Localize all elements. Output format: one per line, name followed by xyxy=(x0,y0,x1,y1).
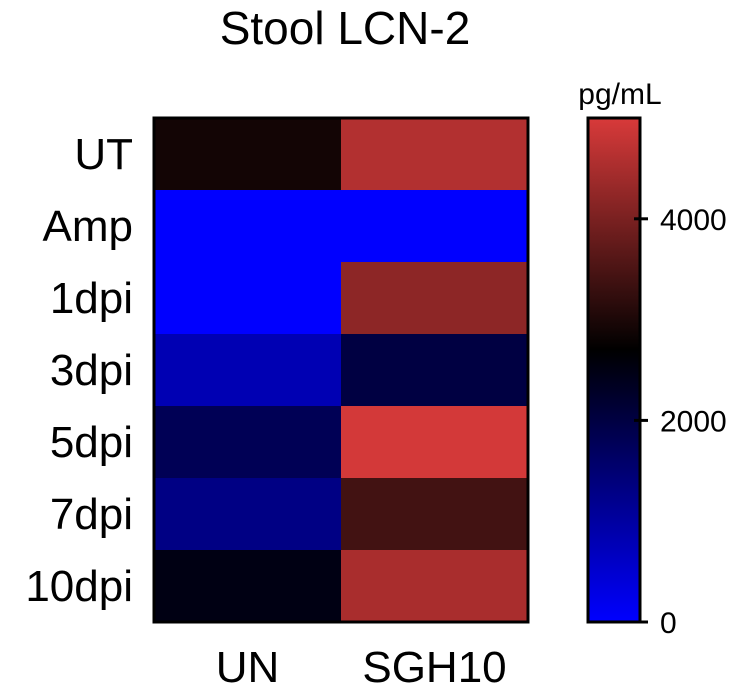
row-label: 10dpi xyxy=(25,562,133,611)
colorbar-unit-label: pg/mL xyxy=(578,78,661,111)
heatmap-cell xyxy=(154,262,342,335)
row-label: Amp xyxy=(43,202,133,251)
row-label: 7dpi xyxy=(50,490,133,539)
column-label: SGH10 xyxy=(362,643,506,692)
heatmap-cell xyxy=(154,478,342,551)
heatmap-cell xyxy=(154,334,342,407)
heatmap-frame xyxy=(152,116,530,624)
column-labels: UN SGH10 xyxy=(216,643,507,692)
row-labels: UT Amp 1dpi 3dpi 5dpi 7dpi 10dpi xyxy=(25,130,133,611)
heatmap-cells xyxy=(152,116,530,624)
heatmap-cell xyxy=(341,334,529,407)
row-label: 5dpi xyxy=(50,418,133,467)
heatmap-cell xyxy=(154,550,342,623)
row-label: UT xyxy=(74,130,133,179)
colorbar-tick-label: 4000 xyxy=(660,204,727,237)
heatmap-cell xyxy=(341,406,529,479)
heatmap-cell xyxy=(154,118,342,191)
heatmap-cell xyxy=(341,190,529,263)
heatmap-cell xyxy=(154,406,342,479)
chart-title: Stool LCN-2 xyxy=(220,2,471,54)
heatmap-cell xyxy=(341,478,529,551)
colorbar-tick-label: 2000 xyxy=(660,405,727,438)
heatmap-cell xyxy=(341,550,529,623)
heatmap-cell xyxy=(341,262,529,335)
heatmap-cell xyxy=(154,190,342,263)
column-label: UN xyxy=(216,643,280,692)
colorbar-tick-label: 0 xyxy=(660,607,677,640)
row-label: 1dpi xyxy=(50,274,133,323)
colorbar-gradient xyxy=(586,116,642,624)
colorbar: 0 2000 4000 xyxy=(586,116,727,640)
row-label: 3dpi xyxy=(50,346,133,395)
heatmap-cell xyxy=(341,118,529,191)
